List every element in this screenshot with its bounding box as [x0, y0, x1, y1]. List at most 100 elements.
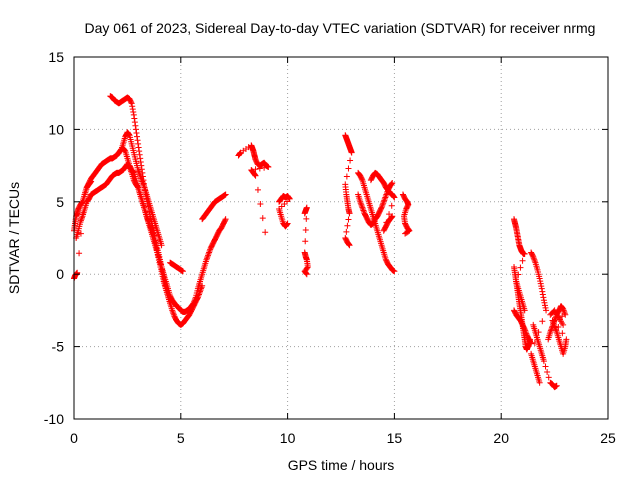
- data-point: [517, 264, 524, 271]
- data-point: [531, 258, 538, 265]
- data-point: [540, 294, 547, 301]
- data-point: [382, 194, 389, 201]
- data-point: [137, 155, 144, 162]
- data-point: [536, 275, 543, 282]
- data-point: [134, 183, 141, 190]
- data-point: [136, 171, 143, 178]
- data-point: [537, 280, 544, 287]
- y-tick-label: 0: [56, 266, 64, 282]
- data-point: [357, 198, 364, 205]
- data-point: [170, 311, 177, 318]
- data-point: [137, 172, 144, 179]
- data-point: [157, 258, 164, 265]
- data-point: [152, 237, 159, 244]
- data-point: [197, 287, 204, 294]
- data-point: [403, 204, 410, 211]
- data-point: [343, 173, 350, 180]
- data-point: [135, 144, 142, 151]
- y-tick-label: 15: [48, 49, 64, 65]
- data-point: [74, 269, 81, 276]
- data-point: [302, 227, 309, 234]
- series-s19: [528, 249, 550, 386]
- data-point: [259, 215, 266, 222]
- data-point: [203, 255, 210, 262]
- data-point: [551, 323, 558, 330]
- data-point: [79, 211, 86, 218]
- data-point: [391, 268, 398, 275]
- data-point: [358, 203, 365, 210]
- data-point: [206, 248, 213, 255]
- data-point: [257, 200, 264, 207]
- data-point: [77, 230, 84, 237]
- x-tick-label: 15: [387, 430, 403, 446]
- data-point: [345, 240, 352, 247]
- data-point: [160, 274, 167, 281]
- data-point: [138, 177, 145, 184]
- data-point: [170, 310, 177, 317]
- data-point: [538, 283, 545, 290]
- data-point: [205, 250, 212, 257]
- data-point: [222, 217, 229, 224]
- data-point: [529, 252, 536, 259]
- data-point: [381, 197, 388, 204]
- x-axis-label: GPS time / hours: [288, 457, 395, 473]
- y-tick-label: 10: [48, 121, 64, 137]
- data-point: [136, 148, 143, 155]
- data-point: [136, 169, 143, 176]
- data-point: [391, 194, 398, 201]
- data-point: [131, 119, 138, 126]
- data-point: [134, 182, 141, 189]
- data-point: [262, 229, 269, 236]
- data-point: [256, 165, 263, 172]
- data-point: [347, 157, 354, 164]
- data-point: [402, 230, 409, 237]
- data-point: [539, 318, 546, 325]
- data-point: [388, 180, 395, 187]
- data-point: [538, 285, 545, 292]
- data-point: [555, 324, 562, 331]
- x-tick-label: 5: [177, 430, 185, 446]
- data-point: [125, 130, 132, 137]
- data-point: [540, 358, 547, 365]
- data-point: [132, 122, 139, 129]
- data-point: [128, 168, 135, 175]
- series-s15: [399, 191, 413, 237]
- data-point: [547, 327, 554, 334]
- data-point: [547, 329, 554, 336]
- data-point: [222, 216, 229, 223]
- data-point: [561, 310, 568, 317]
- data-point: [378, 205, 385, 212]
- series-s8: [235, 142, 272, 236]
- data-point: [285, 194, 292, 201]
- x-tick-label: 10: [280, 430, 296, 446]
- data-point: [203, 256, 210, 263]
- data-point: [302, 269, 309, 276]
- data-point: [545, 374, 552, 381]
- data-point: [553, 327, 560, 334]
- data-point: [126, 164, 133, 171]
- data-point: [286, 195, 293, 202]
- data-point: [536, 379, 543, 386]
- data-point: [194, 295, 201, 302]
- data-point: [127, 165, 134, 172]
- data-point: [205, 252, 212, 259]
- data-point: [161, 276, 168, 283]
- y-tick-label: 5: [56, 194, 64, 210]
- data-point: [560, 321, 567, 328]
- data-point: [346, 210, 353, 217]
- data-point: [198, 284, 205, 291]
- data-point: [254, 186, 261, 193]
- data-point: [129, 106, 136, 113]
- data-point: [139, 178, 146, 185]
- data-point: [379, 201, 386, 208]
- data-point: [137, 174, 144, 181]
- data-point: [162, 282, 169, 289]
- data-point: [380, 200, 387, 207]
- data-point: [543, 307, 550, 314]
- data-point: [530, 253, 537, 260]
- data-point: [87, 179, 94, 186]
- data-point: [359, 206, 366, 213]
- series-s20: [530, 321, 560, 391]
- data-point: [199, 282, 206, 289]
- data-point: [160, 271, 167, 278]
